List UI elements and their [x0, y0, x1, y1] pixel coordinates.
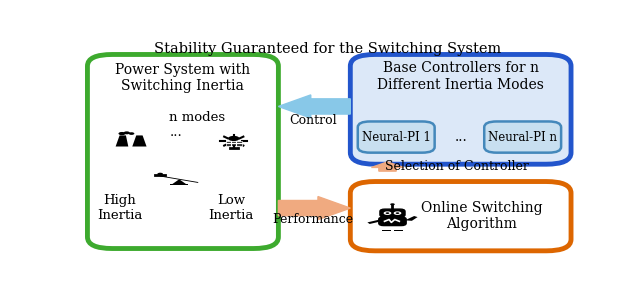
- Text: Neural-PI n: Neural-PI n: [488, 130, 557, 144]
- Bar: [383, 220, 390, 226]
- FancyBboxPatch shape: [358, 122, 435, 153]
- Circle shape: [157, 173, 163, 175]
- Bar: [226, 141, 242, 146]
- FancyArrow shape: [371, 162, 404, 171]
- Circle shape: [390, 203, 395, 206]
- Bar: [395, 220, 402, 226]
- Text: Stability Guaranteed for the Switching System: Stability Guaranteed for the Switching S…: [154, 42, 502, 56]
- Polygon shape: [404, 216, 417, 221]
- Circle shape: [383, 211, 391, 215]
- Circle shape: [396, 212, 399, 214]
- Text: Performance: Performance: [273, 213, 354, 226]
- Text: ...: ...: [455, 130, 468, 144]
- FancyBboxPatch shape: [350, 182, 571, 251]
- FancyBboxPatch shape: [484, 122, 561, 153]
- Text: High
Inertia: High Inertia: [97, 194, 142, 222]
- Text: Base Controllers for n
Different Inertia Modes: Base Controllers for n Different Inertia…: [377, 61, 544, 92]
- FancyBboxPatch shape: [379, 217, 406, 226]
- FancyBboxPatch shape: [380, 209, 405, 217]
- Text: Power System with
Switching Inertia: Power System with Switching Inertia: [115, 63, 250, 93]
- Bar: [382, 230, 391, 231]
- Polygon shape: [132, 135, 147, 146]
- Bar: [159, 174, 162, 176]
- Bar: [170, 184, 188, 185]
- Polygon shape: [116, 135, 128, 146]
- FancyArrow shape: [278, 196, 350, 220]
- Bar: [394, 230, 403, 231]
- Polygon shape: [160, 176, 198, 183]
- Circle shape: [124, 131, 130, 134]
- FancyArrow shape: [278, 95, 350, 118]
- Text: Online Switching
Algorithm: Online Switching Algorithm: [421, 201, 543, 231]
- Circle shape: [118, 132, 125, 135]
- FancyBboxPatch shape: [88, 55, 278, 248]
- Text: Selection of Controller: Selection of Controller: [385, 160, 529, 173]
- Circle shape: [228, 136, 239, 141]
- Circle shape: [386, 212, 389, 214]
- Text: Neural-PI 1: Neural-PI 1: [362, 130, 431, 144]
- Circle shape: [129, 132, 134, 135]
- FancyBboxPatch shape: [350, 55, 571, 164]
- Polygon shape: [172, 179, 186, 184]
- Circle shape: [394, 211, 401, 215]
- Text: Low
Inertia: Low Inertia: [209, 194, 254, 222]
- Text: Control: Control: [289, 114, 337, 127]
- Text: n modes
...: n modes ...: [169, 111, 225, 139]
- Polygon shape: [367, 218, 381, 224]
